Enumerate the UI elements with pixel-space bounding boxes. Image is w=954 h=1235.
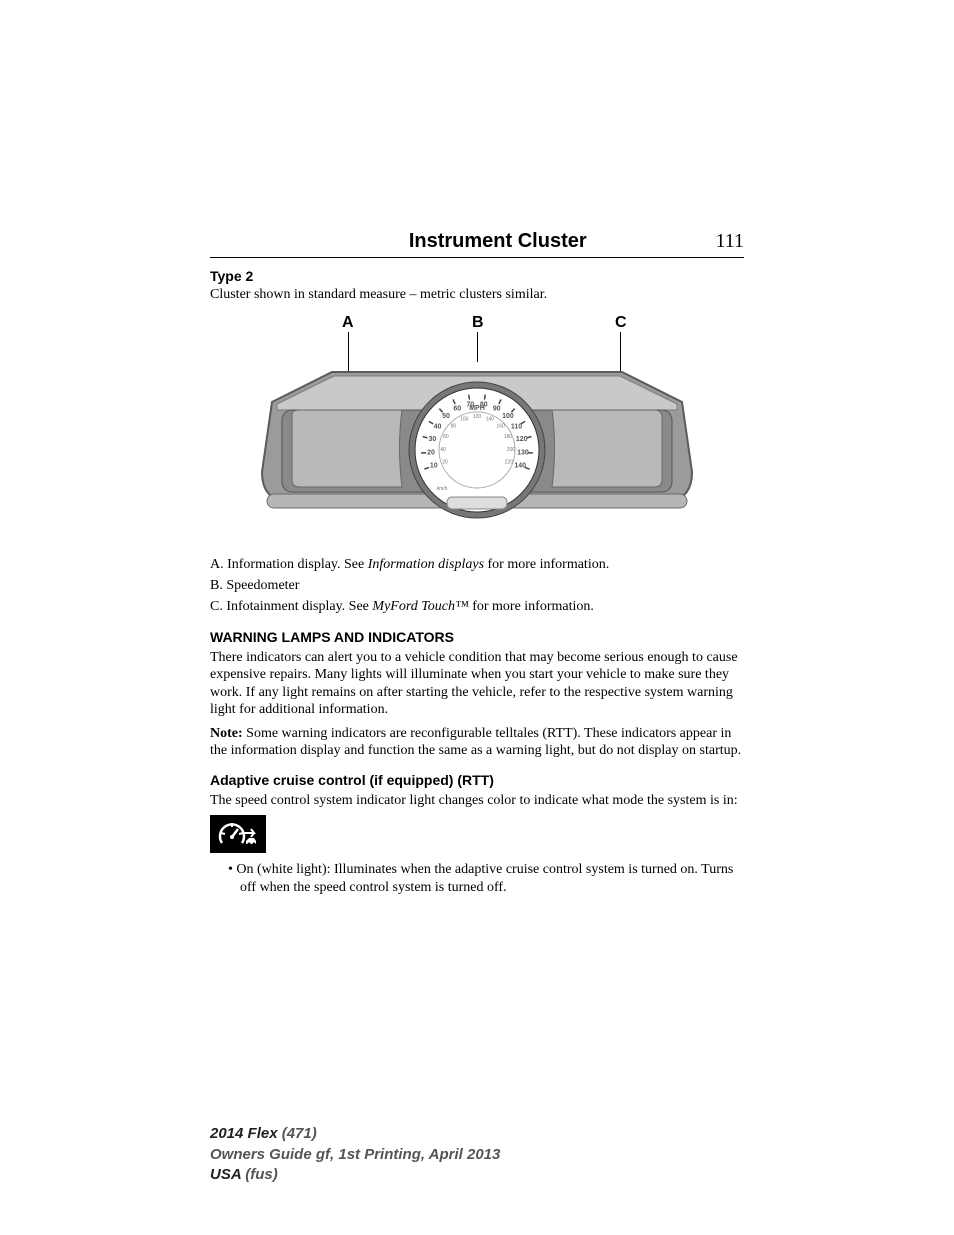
legend-c-post: for more information. — [469, 599, 594, 614]
svg-text:60: 60 — [453, 405, 461, 412]
svg-text:140: 140 — [486, 416, 495, 422]
svg-text:40: 40 — [440, 446, 446, 452]
svg-text:140: 140 — [514, 462, 526, 469]
callout-label-c: C — [615, 314, 627, 332]
adaptive-heading: Adaptive cruise control (if equipped) (R… — [210, 772, 744, 788]
legend-a-pre: A. Information display. See — [210, 557, 368, 572]
diagram-container: A B C — [210, 314, 744, 534]
svg-text:90: 90 — [493, 405, 501, 412]
callout-label-b: B — [472, 314, 484, 332]
svg-text:30: 30 — [428, 435, 436, 442]
legend-a-italic: Information displays — [368, 557, 484, 572]
footer-line-2: Owners Guide gf, 1st Printing, April 201… — [210, 1145, 500, 1165]
legend-c-pre: C. Infotainment display. See — [210, 599, 372, 614]
svg-text:120: 120 — [516, 435, 528, 442]
cluster-svg: MPH km/h 1020304050607080901001101201301… — [252, 352, 702, 522]
svg-text:160: 160 — [496, 423, 505, 429]
svg-text:80: 80 — [451, 423, 457, 429]
svg-text:40: 40 — [434, 423, 442, 430]
svg-text:20: 20 — [442, 459, 448, 465]
page-footer: 2014 Flex (471) Owners Guide gf, 1st Pri… — [210, 1124, 500, 1185]
note-text: Some warning indicators are reconfigurab… — [210, 726, 741, 759]
footer-region: USA — [210, 1166, 245, 1183]
cruise-control-icon — [210, 815, 266, 853]
legend-a: A. Information display. See Information … — [210, 554, 744, 575]
page-header: Instrument Cluster 111 — [210, 230, 744, 258]
adaptive-bullets: • On (white light): Illuminates when the… — [210, 861, 744, 897]
warning-p1: There indicators can alert you to a vehi… — [210, 649, 744, 719]
footer-code: (471) — [282, 1125, 317, 1142]
type-caption: Cluster shown in standard measure – metr… — [210, 286, 744, 304]
svg-text:80: 80 — [480, 401, 488, 408]
svg-text:20: 20 — [427, 449, 435, 456]
svg-text:220: 220 — [505, 459, 514, 465]
svg-text:200: 200 — [507, 446, 516, 452]
svg-text:120: 120 — [473, 414, 482, 420]
svg-text:100: 100 — [460, 416, 469, 422]
legend-c-italic: MyFord Touch™ — [372, 599, 468, 614]
svg-text:100: 100 — [502, 412, 514, 419]
legend-a-post: for more information. — [484, 557, 609, 572]
note-label: Note: — [210, 726, 243, 741]
legend-list: A. Information display. See Information … — [210, 554, 744, 617]
adaptive-bullet-1: • On (white light): Illuminates when the… — [228, 861, 744, 897]
svg-text:130: 130 — [517, 449, 529, 456]
svg-text:60: 60 — [443, 434, 449, 440]
callout-label-a: A — [342, 314, 354, 332]
kmh-label: km/h — [437, 486, 448, 492]
warning-note: Note: Some warning indicators are reconf… — [210, 725, 744, 760]
svg-text:70: 70 — [466, 401, 474, 408]
warning-heading: WARNING LAMPS AND INDICATORS — [210, 629, 744, 645]
adaptive-bullet-text: On (white light): Illuminates when the a… — [236, 862, 733, 895]
svg-text:110: 110 — [511, 423, 522, 430]
type-heading: Type 2 — [210, 268, 744, 284]
footer-fus: (fus) — [245, 1166, 278, 1183]
svg-text:50: 50 — [442, 412, 450, 419]
legend-c: C. Infotainment display. See MyFord Touc… — [210, 596, 744, 617]
svg-text:180: 180 — [504, 434, 513, 440]
svg-text:10: 10 — [430, 462, 438, 469]
page-number: 111 — [715, 230, 744, 253]
page: Instrument Cluster 111 Type 2 Cluster sh… — [0, 0, 954, 1235]
instrument-cluster-diagram: A B C — [252, 314, 702, 534]
section-title: Instrument Cluster — [210, 230, 715, 253]
footer-line-3: USA (fus) — [210, 1165, 500, 1185]
adaptive-p1: The speed control system indicator light… — [210, 792, 744, 810]
footer-line-1: 2014 Flex (471) — [210, 1124, 500, 1144]
legend-b: B. Speedometer — [210, 575, 744, 596]
footer-model: 2014 Flex — [210, 1125, 282, 1142]
